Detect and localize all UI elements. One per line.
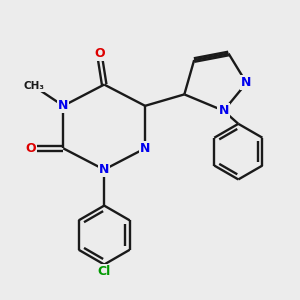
Text: O: O [25, 142, 36, 155]
Text: CH₃: CH₃ [23, 81, 44, 91]
Text: N: N [99, 163, 110, 176]
Text: N: N [58, 99, 68, 112]
Text: Cl: Cl [98, 265, 111, 278]
Text: N: N [241, 76, 252, 89]
Text: N: N [140, 142, 150, 155]
Text: N: N [218, 104, 229, 117]
Text: O: O [94, 47, 105, 60]
